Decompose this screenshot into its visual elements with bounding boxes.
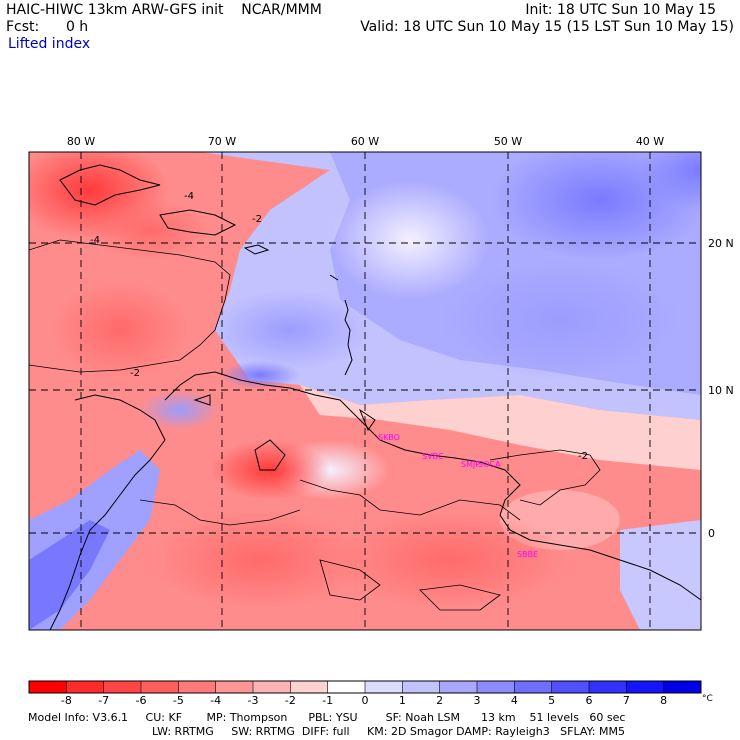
colorbar-swatch [29, 681, 67, 693]
colorbar-tick-label: 0 [362, 694, 369, 707]
lon-label-50w: 50 W [494, 135, 522, 148]
colorbar-swatch [290, 681, 329, 693]
contour-label: -4 [184, 191, 194, 202]
colorbar-tick-label: 6 [586, 694, 593, 707]
colorbar-tick-label: -4 [210, 694, 221, 707]
lon-label-70w: 70 W [208, 135, 236, 148]
forecast-hour: Fcst: 0 h [6, 19, 89, 35]
lat-label-0: 0 [708, 527, 715, 540]
contour-label: -2 [578, 451, 588, 462]
model-info-line1: Model Info: V3.6.1 CU: KF MP: Thompson P… [28, 711, 626, 724]
colorbar-tick-label: 3 [474, 694, 481, 707]
colorbar-tick-label: 2 [436, 694, 443, 707]
station-label-sbbe: SBBE [517, 550, 538, 559]
map-frame [28, 151, 702, 631]
colorbar: -8 -7 -6 -5 -4 -3 -2 -1 0 1 2 3 4 5 6 7 8 °C [28, 680, 713, 707]
colorbar-tick-label: 5 [548, 694, 555, 707]
contours [29, 239, 601, 611]
colorbar-swatch [66, 681, 105, 693]
lon-label-60w: 60 W [351, 135, 379, 148]
coastlines [49, 164, 701, 630]
colorbar-tick-label: 1 [399, 694, 406, 707]
station-label-soca: SOCA [478, 460, 501, 469]
colorbar-tick-label: -2 [285, 694, 296, 707]
colorbar-swatch [327, 681, 366, 693]
station-label-skbo: SKBO [378, 433, 400, 442]
colorbar-tick-label: -3 [248, 694, 259, 707]
plot-title: HAIC-HIWC 13km ARW-GFS init NCAR/MMM [6, 2, 322, 18]
colorbar-swatch [365, 681, 403, 693]
init-time: Init: 18 UTC Sun 10 May 15 [525, 2, 716, 18]
colorbar-swatch [253, 681, 291, 693]
colorbar-swatch [141, 681, 179, 693]
contour-label: -2 [130, 368, 140, 379]
colorbar-swatch [626, 681, 665, 693]
colorbar-tick-label: 4 [511, 694, 518, 707]
colorbar-tick-label: -8 [61, 694, 72, 707]
colorbar-swatch [215, 681, 254, 693]
valid-time: Valid: 18 UTC Sun 10 May 15 (15 LST Sun … [360, 19, 734, 35]
colorbar-swatch [514, 681, 553, 693]
contour-label: -4 [90, 235, 100, 246]
colorbar-swatch [477, 681, 515, 693]
colorbar-swatch [663, 681, 702, 693]
colorbar-unit: °C [702, 694, 713, 704]
model-info-line2: LW: RRTMG SW: RRTMG DIFF: full KM: 2D Sm… [152, 725, 625, 738]
variable-name: Lifted index [8, 36, 91, 52]
colorbar-swatch [103, 681, 142, 693]
lat-label-10n: 10 N [708, 384, 734, 397]
station-label-svbc: SVBC [422, 452, 444, 461]
station-label-smjp: SMJP [461, 460, 480, 469]
lon-label-80w: 80 W [67, 135, 95, 148]
colorbar-tick-label: -5 [173, 694, 184, 707]
colorbar-swatch [439, 681, 478, 693]
colorbar-tick-label: 7 [623, 694, 630, 707]
lat-label-20n: 20 N [708, 237, 734, 250]
colorbar-tick-label: 8 [660, 694, 667, 707]
lat-lon-grid [29, 152, 701, 630]
colorbar-swatch [589, 681, 627, 693]
colorbar-swatch [178, 681, 217, 693]
colorbar-tick-label: -6 [136, 694, 147, 707]
contour-label: -2 [252, 214, 262, 225]
colorbar-tick-label: -1 [322, 694, 333, 707]
colorbar-tick-label: -7 [98, 694, 109, 707]
lon-label-40w: 40 W [636, 135, 664, 148]
colorbar-swatch [551, 681, 590, 693]
colorbar-swatch [402, 681, 441, 693]
shaded-field [29, 152, 701, 630]
